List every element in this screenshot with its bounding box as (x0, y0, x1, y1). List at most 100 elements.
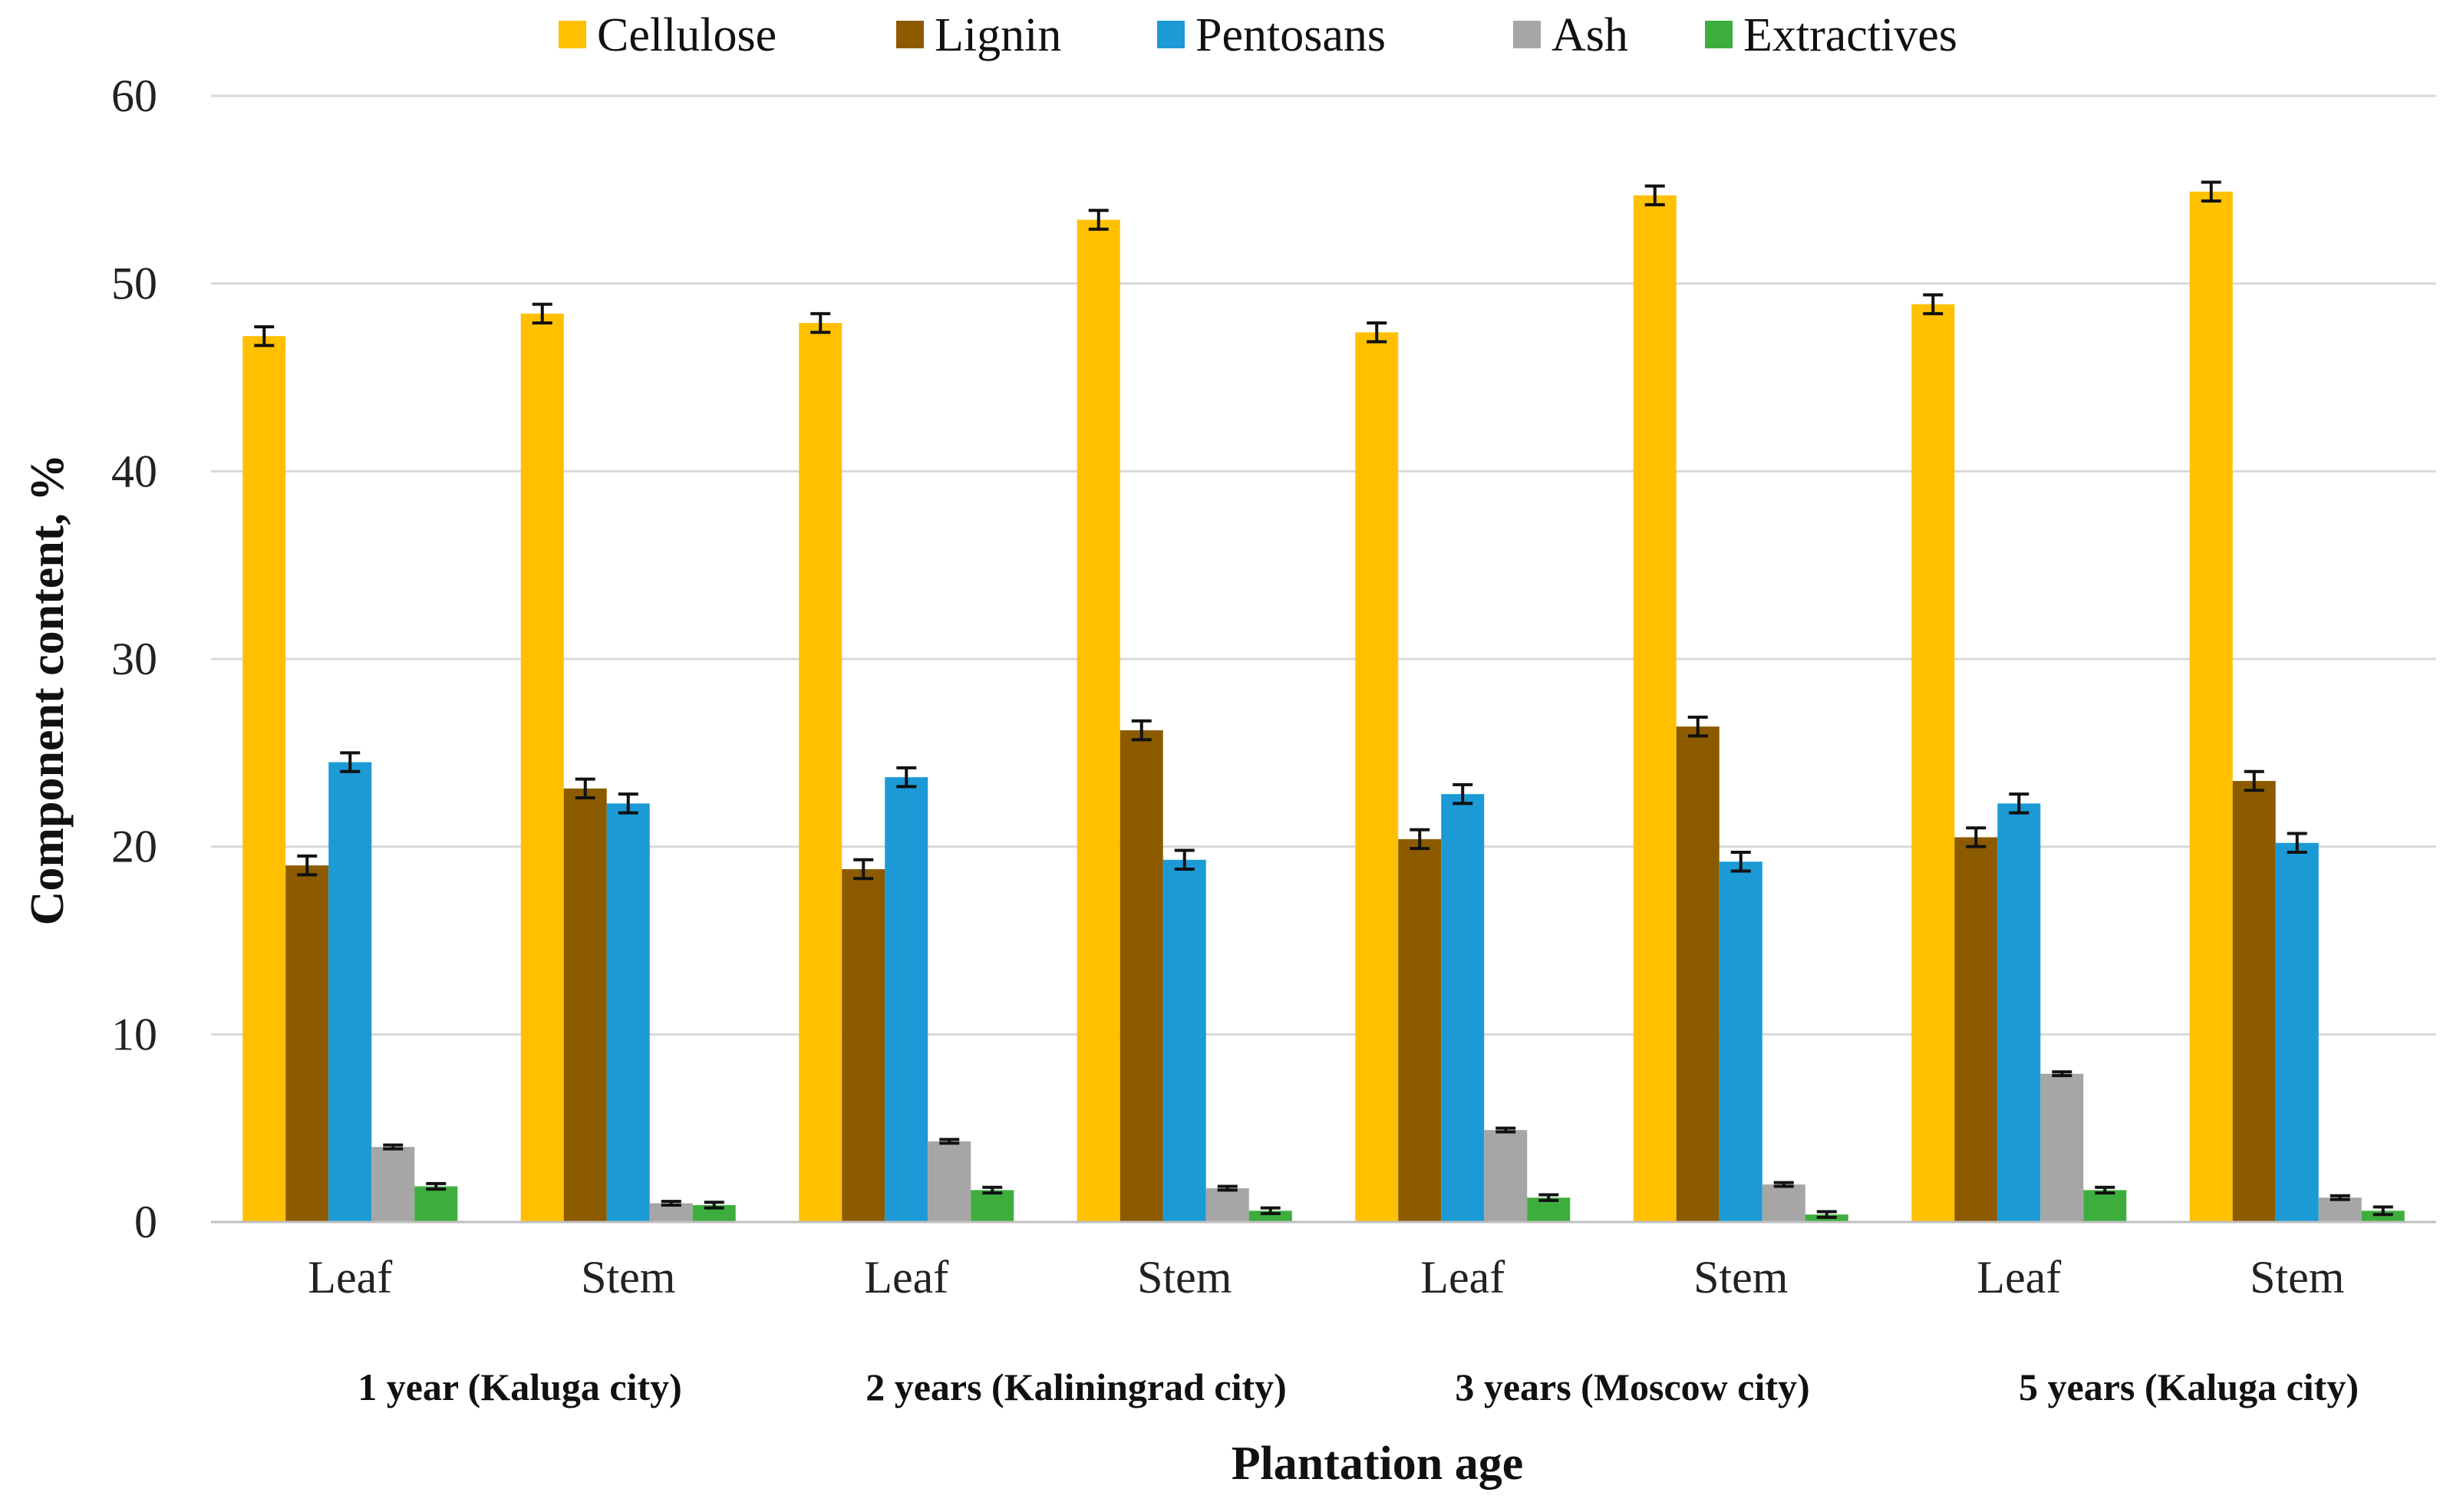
category-label: Stem (2250, 1252, 2344, 1303)
bar-ash-6 (1762, 1184, 1805, 1222)
error-bar (1538, 1193, 1559, 1202)
y-tick-label: 30 (111, 634, 157, 684)
y-tick-label: 60 (111, 71, 157, 121)
bar-extractives-4 (1248, 1211, 1292, 1222)
error-bar (383, 1143, 404, 1151)
error-bar (1453, 782, 1473, 805)
error-bar (254, 324, 275, 348)
bar-cellulose-6 (1633, 195, 1677, 1222)
error-bar (661, 1200, 681, 1207)
error-bar (2201, 180, 2221, 203)
category-label: Leaf (1977, 1252, 2061, 1303)
error-bar (939, 1138, 960, 1145)
group-label: 5 years (Kaluga city) (2019, 1365, 2359, 1408)
legend-label: Cellulose (597, 9, 777, 61)
bar-cellulose-2 (520, 313, 564, 1222)
error-bar (1816, 1210, 1837, 1219)
bar-ash-4 (1205, 1188, 1249, 1222)
group-label: 2 years (Kaliningrad city) (866, 1365, 1287, 1408)
y-axis-title: Component content, % (21, 454, 74, 926)
bar-lignin-2 (563, 788, 607, 1222)
category-label: Stem (1137, 1252, 1232, 1303)
legend-item-cellulose: Cellulose (559, 9, 777, 61)
error-bar (2009, 792, 2030, 815)
category-label: Leaf (864, 1252, 948, 1303)
bar-ash-1 (371, 1147, 415, 1222)
bar-lignin-7 (1954, 837, 1998, 1222)
bar-pentosans-7 (1997, 803, 2041, 1222)
category-labels: Leaf Stem Leaf Stem Leaf Stem Leaf Stem (308, 1252, 2344, 1303)
error-bar (2373, 1205, 2393, 1217)
error-bar (1687, 715, 1708, 738)
bar-cellulose-3 (799, 323, 842, 1223)
bar-extractives-8 (2361, 1211, 2405, 1222)
bar-pentosans-3 (885, 777, 928, 1222)
bar-pentosans-5 (1441, 794, 1485, 1222)
y-tick-label: 50 (111, 259, 157, 309)
error-bars (254, 180, 2393, 1219)
group-label: 1 year (Kaluga city) (358, 1365, 682, 1408)
legend-label: Lignin (935, 9, 1061, 61)
legend-label: Pentosans (1195, 9, 1386, 61)
legend-swatch (896, 21, 924, 48)
error-bar (1923, 293, 1944, 315)
error-bar (2244, 769, 2264, 792)
error-bar (1410, 828, 1430, 851)
error-bar (982, 1185, 1003, 1195)
bar-cellulose-5 (1355, 332, 1399, 1222)
bar-lignin-3 (842, 869, 885, 1222)
y-tick-label: 40 (111, 446, 157, 496)
error-bar (2052, 1070, 2072, 1078)
legend-item-ash: Ash (1513, 9, 1628, 61)
category-label: Stem (581, 1252, 675, 1303)
legend-swatch (1513, 21, 1541, 48)
error-bar (1495, 1126, 1516, 1134)
y-tick-label: 20 (111, 822, 157, 872)
category-label: Stem (1693, 1252, 1788, 1303)
bar-cellulose-8 (2189, 191, 2233, 1222)
bars (242, 191, 2405, 1223)
legend-label: Extractives (1743, 9, 1957, 61)
bar-extractives-3 (971, 1190, 1014, 1222)
y-tick-label: 0 (134, 1197, 157, 1247)
legend: Cellulose Lignin Pentosans Ash Extractives (559, 9, 1957, 61)
bar-pentosans-1 (328, 762, 372, 1222)
error-bar (1367, 321, 1387, 344)
legend-swatch (559, 21, 586, 48)
bar-ash-3 (928, 1141, 971, 1222)
error-bar (1644, 184, 1665, 206)
bar-lignin-5 (1398, 838, 1442, 1222)
group-label: 3 years (Moscow city) (1455, 1365, 1809, 1408)
error-bar (1773, 1181, 1794, 1188)
error-bar (2330, 1194, 2350, 1201)
category-label: Leaf (1420, 1252, 1505, 1303)
bar-extractives-1 (414, 1186, 458, 1222)
legend-item-pentosans: Pentosans (1157, 9, 1386, 61)
bar-cellulose-1 (242, 336, 286, 1222)
bar-extractives-2 (692, 1204, 736, 1222)
error-bar (1730, 851, 1751, 873)
bar-ash-5 (1484, 1130, 1528, 1222)
error-bar (1217, 1184, 1238, 1192)
legend-item-extractives: Extractives (1705, 9, 1957, 61)
error-bar (810, 311, 831, 334)
y-tick-labels: 0 10 20 30 40 50 60 (111, 71, 157, 1247)
group-labels: 1 year (Kaluga city) 2 years (Kaliningrad… (358, 1365, 2359, 1408)
error-bar (532, 302, 552, 325)
bar-cellulose-7 (1911, 304, 1955, 1223)
error-bar (575, 777, 595, 800)
error-bar (426, 1181, 447, 1191)
y-tick-label: 10 (111, 1009, 157, 1059)
category-label: Leaf (308, 1252, 392, 1303)
bar-lignin-4 (1119, 730, 1163, 1222)
bar-lignin-6 (1676, 726, 1720, 1222)
error-bar (704, 1201, 724, 1210)
bar-pentosans-4 (1162, 859, 1206, 1222)
bar-extractives-7 (2083, 1190, 2127, 1222)
legend-label: Ash (1551, 9, 1628, 61)
error-bar (1966, 826, 1987, 848)
error-bar (2095, 1185, 2115, 1195)
bar-lignin-1 (285, 865, 329, 1222)
legend-swatch (1705, 21, 1733, 48)
